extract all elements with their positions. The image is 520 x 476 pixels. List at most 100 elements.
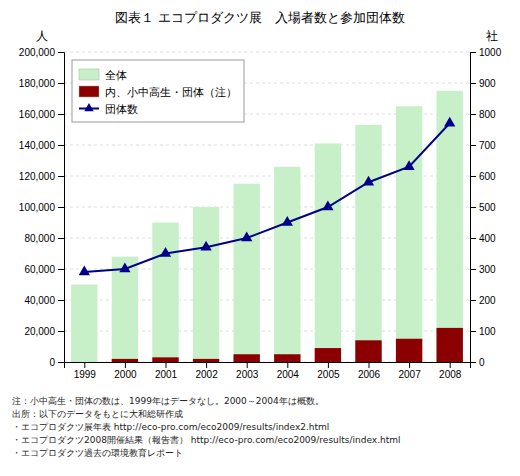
y2-axis: 01002003004005006007008009001000 [470, 47, 502, 368]
y-tick: 100,000 [19, 202, 64, 213]
y-tick-label: 0 [49, 357, 55, 368]
bar [437, 328, 463, 362]
x-tick: 2005 [317, 362, 340, 380]
y2-tick-label: 1000 [479, 47, 502, 58]
x-tick: 2000 [114, 362, 137, 380]
x-tick-mark [369, 362, 370, 368]
axis-line [471, 53, 477, 363]
marker [241, 231, 252, 241]
y-tick-mark [58, 238, 64, 239]
bar [315, 348, 341, 362]
x-tick: 2003 [236, 362, 259, 380]
note: ・エコプロダクツ展年表 http://eco-pro.com/eco2009/r… [12, 422, 329, 432]
y2-tick-label: 600 [479, 171, 496, 182]
bar [274, 354, 300, 362]
y-tick-label: 20,000 [24, 326, 55, 337]
bar [396, 106, 422, 362]
x-tick-label: 2003 [236, 369, 259, 380]
y-tick-mark [58, 83, 64, 84]
x-tick: 2001 [155, 362, 178, 380]
legend-marker [84, 103, 94, 111]
bar [437, 91, 463, 362]
bar [193, 359, 219, 362]
bar [152, 357, 178, 362]
grid [64, 52, 470, 362]
note: 注：小中高生・団体の数は、1999年はデータなし。2000～2004年は概数。 [12, 396, 324, 406]
bar [355, 340, 381, 362]
legend-swatch [79, 86, 99, 97]
y2-tick: 300 [470, 264, 496, 275]
y2-tick-mark [470, 269, 476, 270]
y2-tick-label: 200 [479, 295, 496, 306]
y2-tick: 200 [470, 295, 496, 306]
y-tick-label: 160,000 [19, 109, 56, 120]
legend-label: 全体 [105, 69, 127, 82]
y2-tick-label: 800 [479, 109, 496, 120]
y-tick: 60,000 [24, 264, 64, 275]
y2-tick-mark [470, 176, 476, 177]
x-tick-mark [166, 362, 167, 368]
y2-tick-label: 300 [479, 264, 496, 275]
y-tick-mark [58, 145, 64, 146]
marker [200, 241, 211, 251]
axis-line [58, 53, 65, 363]
bar [274, 167, 300, 362]
y2-tick: 900 [470, 78, 496, 89]
y-tick-mark [58, 331, 64, 332]
y2-tick-mark [470, 83, 476, 84]
x-tick-mark [328, 362, 329, 368]
y-tick: 120,000 [19, 171, 64, 182]
bar [315, 143, 341, 362]
x-axis: 1999 2000 2001 2002 2003 2004 2005 2006 2007 2008 [65, 362, 471, 380]
y-tick-mark [58, 52, 64, 53]
y2-tick-mark [470, 114, 476, 115]
x-tick-mark [84, 362, 85, 368]
y2-tick: 400 [470, 233, 496, 244]
marker [363, 176, 374, 186]
bar [71, 285, 97, 363]
line-series [79, 117, 456, 276]
y-tick: 140,000 [19, 140, 64, 151]
bar [152, 223, 178, 363]
y2-tick-label: 700 [479, 140, 496, 151]
x-tick: 2008 [439, 362, 462, 380]
x-tick-label: 2007 [398, 369, 421, 380]
bar [355, 125, 381, 362]
x-tick-label: 2001 [155, 369, 178, 380]
line [84, 123, 449, 272]
x-tick-label: 2004 [277, 369, 300, 380]
y-tick-label: 100,000 [19, 202, 56, 213]
legend-item: 団体数 [79, 103, 138, 116]
bar [193, 207, 219, 362]
y2-axis-title: 社 [486, 29, 498, 43]
x-tick: 2006 [358, 362, 381, 380]
y2-tick: 0 [470, 357, 485, 368]
y2-tick: 800 [470, 109, 496, 120]
x-tick-label: 2006 [358, 369, 381, 380]
y-axis: 020,00040,00060,00080,000100,000120,0001… [19, 47, 65, 368]
bar-series [71, 91, 463, 362]
legend-swatch [79, 69, 99, 80]
x-tick-label: 1999 [74, 369, 97, 380]
x-tick-label: 2005 [317, 369, 340, 380]
marker [160, 247, 171, 257]
y2-tick-mark [470, 145, 476, 146]
y-tick-mark [58, 176, 64, 177]
legend-item: 内、小中高生・団体（注） [79, 86, 237, 99]
notes: 注：小中高生・団体の数は、1999年はデータなし。2000～2004年は概数。出… [12, 396, 401, 458]
note: 出所：以下のデータをもとに大和総研作成 [12, 409, 183, 419]
x-tick: 1999 [74, 362, 97, 380]
y-tick-label: 140,000 [19, 140, 56, 151]
x-tick: 2002 [195, 362, 218, 380]
x-tick-mark [450, 362, 451, 368]
y2-tick: 600 [470, 171, 496, 182]
marker [403, 160, 414, 170]
y2-tick: 700 [470, 140, 496, 151]
x-tick-label: 2002 [195, 369, 218, 380]
y2-tick: 500 [470, 202, 496, 213]
y2-tick-mark [470, 238, 476, 239]
y-tick-mark [58, 300, 64, 301]
bar-series [112, 328, 463, 362]
y-tick-label: 120,000 [19, 171, 56, 182]
y-tick: 20,000 [24, 326, 64, 337]
